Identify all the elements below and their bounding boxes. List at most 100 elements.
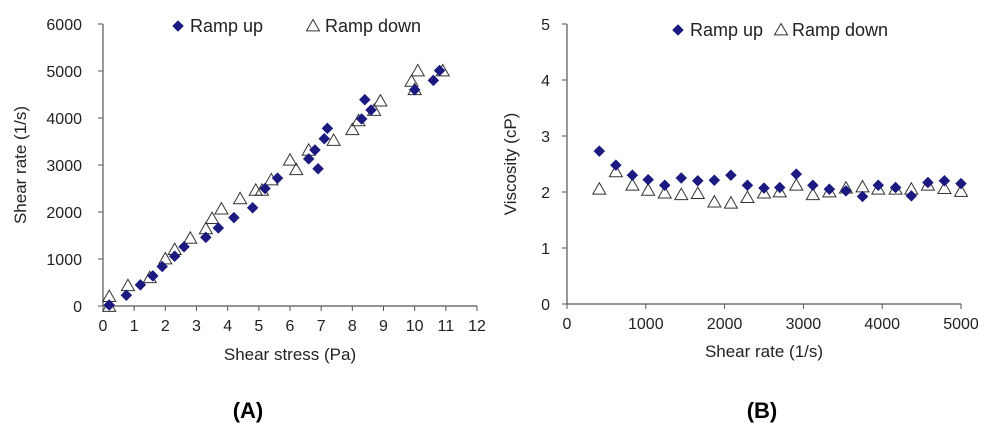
ramp-up-point — [259, 182, 271, 195]
y-tick-label: 5000 — [46, 64, 82, 81]
ramp-up-point — [610, 159, 622, 171]
ramp-up-point — [823, 183, 836, 196]
ramp-down-point — [740, 190, 755, 203]
ramp-up-point — [675, 172, 688, 184]
ramp-down-point — [232, 191, 248, 205]
legend-ramp-down-marker — [773, 22, 789, 36]
ramp-up-point — [433, 64, 446, 77]
ramp-up-point — [103, 299, 116, 311]
y-tick-label: 4000 — [46, 111, 82, 128]
ramp-up-point — [246, 201, 259, 214]
legend-ramp-up-marker — [172, 20, 184, 32]
y-tick-label: 3 — [541, 129, 550, 146]
ramp-down-point — [288, 162, 304, 176]
ramp-up-point — [773, 181, 786, 194]
ramp-up-point — [905, 190, 918, 202]
ramp-down-point — [625, 177, 640, 191]
panel-label: (A) — [233, 398, 264, 423]
ramp-down-point — [657, 185, 673, 199]
chart-b: 0 1000 2000 3000 4000 5000 0 1 2 3 4 5 Shear rate (1… — [501, 17, 979, 423]
ramp-up-point — [271, 172, 284, 185]
ramp-up-point — [725, 169, 737, 182]
ramp-up-point — [790, 168, 803, 180]
ramp-up-point — [309, 144, 321, 156]
ramp-up-point — [807, 179, 819, 192]
y-tick-label: 3000 — [46, 158, 82, 175]
ramp-down-point — [326, 133, 341, 146]
ramp-down-point — [855, 179, 870, 193]
ramp-up-point — [312, 162, 324, 175]
ramp-down-point — [182, 230, 198, 244]
y-tick-label: 0 — [541, 297, 550, 314]
ramp-up-point — [626, 169, 639, 182]
legend-label: Ramp up — [690, 20, 763, 40]
ramp-up-point — [938, 174, 951, 187]
y-tick-label: 0 — [73, 299, 82, 316]
ramp-down-point — [404, 73, 419, 87]
y-axis-label: Viscosity (cP) — [501, 113, 520, 216]
y-tick-label: 2000 — [46, 205, 82, 222]
ramp-up-point — [840, 185, 852, 197]
y-tick-label: 6000 — [46, 17, 82, 34]
ramp-up-point — [199, 231, 212, 244]
ramp-down-point — [410, 63, 426, 77]
ramp-down-point — [373, 93, 388, 107]
ramp-up-point — [758, 182, 770, 194]
legend-label: Ramp up — [190, 16, 263, 36]
ramp-down-point — [706, 194, 722, 208]
ramp-down-point — [788, 177, 804, 191]
x-tick-label: 4 — [223, 318, 232, 335]
y-tick-label: 5 — [541, 17, 550, 34]
legend-ramp-up-marker — [672, 24, 684, 36]
y-tick-label: 4 — [541, 73, 550, 90]
ramp-up-point — [168, 250, 181, 263]
chart-a: 0 1 2 3 4 5 6 7 8 9 10 11 12010002000300040005000600… — [11, 16, 486, 423]
ramp-down-point — [204, 211, 220, 224]
ramp-up-point — [593, 145, 606, 157]
ramp-down-point — [772, 184, 788, 198]
ramp-up-point — [355, 113, 368, 125]
x-tick-label: 10 — [406, 318, 424, 335]
ramp-down-point — [608, 164, 624, 178]
ramp-down-point — [805, 187, 821, 201]
x-tick-label: 5000 — [943, 316, 979, 333]
x-tick-label: 1 — [130, 318, 139, 335]
x-tick-label: 6 — [286, 318, 295, 335]
x-tick-label: 8 — [348, 318, 357, 335]
ramp-down-point — [640, 182, 656, 196]
ramp-up-point — [147, 270, 159, 282]
ramp-up-point — [872, 179, 885, 192]
ramp-up-point — [212, 222, 225, 234]
x-tick-label: 5 — [254, 318, 263, 335]
legend-label: Ramp down — [792, 20, 888, 40]
ramp-down-point — [756, 185, 772, 199]
x-tick-label: 3 — [192, 318, 201, 335]
ramp-up-point — [741, 179, 754, 192]
y-tick-label: 2 — [541, 185, 550, 202]
ramp-up-point — [120, 289, 133, 302]
x-axis-label: Shear stress (Pa) — [224, 345, 356, 364]
ramp-down-point — [673, 187, 689, 201]
x-tick-label: 7 — [317, 318, 326, 335]
ramp-down-point — [591, 181, 607, 195]
ramp-up-point — [178, 240, 190, 253]
ramp-down-point — [870, 181, 886, 195]
ramp-down-point — [120, 278, 136, 292]
x-axis-label: Shear rate (1/s) — [705, 342, 823, 361]
ramp-up-point — [408, 83, 421, 96]
x-tick-label: 4000 — [864, 316, 900, 333]
ramp-up-point — [134, 278, 147, 291]
panel-label: (B) — [747, 398, 778, 423]
y-tick-label: 1 — [541, 241, 550, 258]
ramp-up-point — [691, 174, 704, 187]
ramp-up-point — [358, 93, 371, 106]
ramp-up-point — [708, 174, 721, 187]
legend-ramp-down-marker — [305, 18, 321, 32]
x-tick-label: 1000 — [628, 316, 664, 333]
ramp-up-point — [156, 260, 169, 273]
x-tick-label: 12 — [468, 318, 486, 335]
ramp-up-point — [427, 74, 440, 87]
ramp-down-point — [282, 152, 298, 166]
x-tick-label: 2 — [161, 318, 170, 335]
